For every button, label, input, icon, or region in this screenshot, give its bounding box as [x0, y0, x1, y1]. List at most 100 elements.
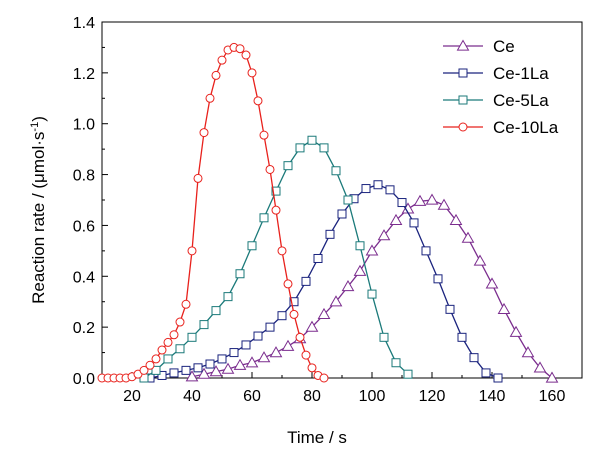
data-point: [545, 371, 559, 383]
data-point: [437, 198, 451, 210]
y-tick-label: 0.4: [73, 269, 95, 286]
data-point: [271, 186, 281, 196]
x-tick-label: 80: [303, 388, 321, 405]
data-point: [233, 358, 247, 370]
data-point: [245, 356, 259, 368]
data-point: [265, 164, 275, 174]
data-point: [283, 279, 293, 289]
data-point: [185, 370, 199, 382]
data-point: [307, 135, 317, 145]
data-point: [329, 295, 343, 307]
data-point: [199, 128, 209, 138]
data-point: [265, 322, 275, 332]
series-ce-10la: [97, 42, 329, 383]
legend-item: Ce-1La: [443, 64, 549, 83]
data-point: [277, 311, 287, 321]
data-point: [235, 269, 245, 279]
data-point: [425, 193, 439, 205]
y-tick-label: 1.4: [73, 15, 95, 32]
data-point: [187, 332, 197, 342]
data-point: [197, 367, 211, 379]
data-point: [353, 264, 367, 276]
x-tick-label: 160: [539, 388, 566, 405]
data-point: [509, 325, 523, 337]
legend-label: Ce-5La: [493, 91, 549, 110]
data-point: [325, 229, 335, 239]
data-point: [493, 373, 503, 383]
data-point: [271, 205, 281, 215]
series-ce-1la: [145, 180, 503, 383]
data-point: [235, 44, 245, 54]
data-point: [379, 332, 389, 342]
data-point: [458, 95, 468, 105]
data-point: [281, 339, 295, 351]
data-point: [457, 332, 467, 342]
data-point: [169, 330, 179, 340]
data-point: [313, 253, 323, 263]
legend-label: Ce: [493, 37, 515, 56]
legend-label: Ce-1La: [493, 64, 549, 83]
data-point: [367, 289, 377, 299]
series-line: [149, 184, 499, 379]
data-point: [163, 337, 173, 347]
legend-item: Ce: [443, 37, 515, 56]
data-point: [241, 340, 251, 350]
data-point: [377, 229, 391, 241]
x-tick-label: 120: [419, 388, 446, 405]
data-point: [175, 344, 185, 354]
y-axis-label: Reaction rate / (μmol·s-1): [29, 116, 48, 304]
data-point: [337, 209, 347, 219]
x-tick-label: 60: [243, 388, 261, 405]
data-point: [497, 302, 511, 314]
data-point: [389, 213, 403, 225]
data-point: [469, 353, 479, 363]
data-point: [241, 50, 251, 60]
data-point: [365, 244, 379, 256]
data-point: [319, 143, 329, 153]
legend-item: Ce-10La: [443, 118, 559, 137]
data-point: [229, 348, 239, 358]
data-point: [205, 359, 215, 369]
x-tick-label: 20: [123, 388, 141, 405]
data-point: [209, 365, 223, 377]
y-tick-label: 0.2: [73, 320, 95, 337]
data-point: [473, 254, 487, 266]
legend-item: Ce-5La: [443, 91, 549, 110]
x-axis-label: Time / s: [287, 428, 347, 447]
data-point: [259, 213, 269, 223]
data-point: [458, 68, 468, 78]
data-point: [289, 297, 299, 307]
y-tick-label: 1.2: [73, 66, 95, 83]
data-point: [253, 331, 263, 341]
data-point: [485, 277, 499, 289]
data-point: [163, 354, 173, 364]
data-point: [433, 274, 443, 284]
x-tick-label: 40: [183, 388, 201, 405]
data-point: [341, 279, 355, 292]
y-axis-label-close: ): [29, 116, 48, 122]
data-point: [193, 173, 203, 183]
y-axis-label-exponent: -1: [29, 122, 41, 132]
x-tick-label: 140: [479, 388, 506, 405]
data-point: [295, 332, 305, 342]
data-point: [283, 161, 293, 171]
data-point: [277, 246, 287, 256]
data-point: [361, 184, 371, 194]
data-point: [301, 350, 311, 360]
data-point: [319, 373, 329, 383]
data-point: [305, 320, 319, 332]
x-tick-label: 100: [359, 388, 386, 405]
data-point: [533, 361, 547, 373]
data-point: [247, 241, 257, 251]
data-point: [221, 362, 235, 374]
data-point: [481, 368, 491, 378]
data-point: [253, 96, 263, 106]
data-point: [151, 354, 161, 364]
data-point: [295, 143, 305, 153]
data-point: [445, 304, 455, 314]
data-point: [205, 93, 215, 103]
data-point: [217, 55, 227, 65]
data-point: [169, 368, 179, 378]
data-point: [257, 351, 271, 363]
